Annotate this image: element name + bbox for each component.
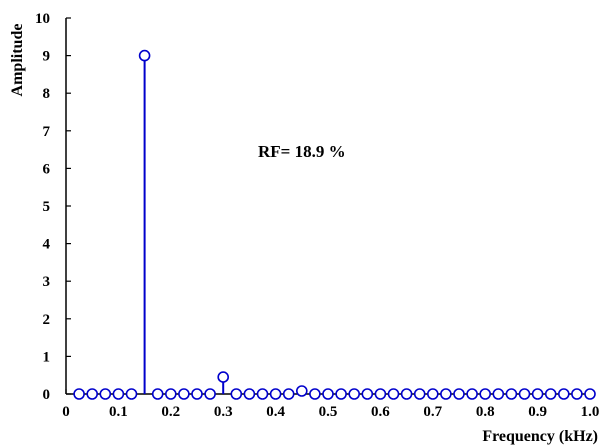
rf-annotation: RF= 18.9 % [258,142,346,161]
stem-marker-20 [335,388,347,400]
stems [143,55,303,394]
stem-marker-31 [479,388,492,400]
stem-marker-33 [505,388,518,400]
markers [73,49,596,400]
stem-marker-35 [531,388,544,400]
y-tick-label-9: 9 [43,49,51,65]
x-tick-label-8: 0.8 [476,404,495,420]
x-axis-title: Frequency (kHz) [482,428,598,445]
stem-marker-8 [178,388,190,400]
x-tick-label-1: 0.1 [109,404,128,420]
y-tick-label-5: 5 [43,199,51,215]
y-tick-label-3: 3 [43,274,51,290]
y-tick-label-10: 10 [35,11,50,27]
x-tick-label-0: 0 [62,404,70,420]
x-tick-label-10: 1.0 [581,404,600,420]
stem-marker-39 [584,388,596,400]
stem-marker-32 [492,388,505,400]
stem-marker-21 [348,388,361,400]
x-tick-label-4: 0.4 [266,404,285,420]
stem-marker-6 [151,388,164,400]
stem-marker-22 [361,388,374,400]
stem-marker-2 [99,388,112,400]
stem-marker-34 [518,388,531,400]
x-tick-label-6: 0.6 [371,404,390,420]
stem-marker-25 [400,388,413,400]
stem-marker-19 [322,388,334,400]
x-tick-label-7: 0.7 [423,404,442,420]
stem-marker-37 [557,388,570,400]
stem-marker-14 [256,388,269,400]
y-tick-label-8: 8 [43,86,51,102]
stem-marker-30 [466,388,478,400]
x-tick-label-9: 0.9 [528,404,547,420]
stem-marker-13 [243,388,256,400]
stem-marker-7 [165,388,177,400]
stem-marker-5 [138,49,151,62]
stem-marker-38 [571,388,583,400]
stem-marker-0 [73,388,85,400]
stem-marker-11 [217,371,229,383]
stem-marker-18 [309,388,321,400]
stem-marker-1 [86,388,98,400]
x-tick-label-2: 0.2 [161,404,180,420]
stem-marker-26 [413,388,426,400]
x-tick-label-5: 0.5 [319,404,338,420]
stem-marker-9 [191,388,203,400]
y-ticks: 0 1 2 3 4 5 6 7 8 9 10 [35,11,71,403]
stem-marker-3 [112,388,125,400]
stem-marker-15 [269,388,282,400]
stem-marker-4 [125,388,138,400]
y-tick-label-1: 1 [43,349,51,365]
stem-marker-28 [440,388,452,400]
y-tick-label-6: 6 [43,161,51,177]
stem-marker-17 [295,385,308,397]
stem-marker-24 [387,388,400,400]
stem-marker-10 [204,388,216,400]
stem-marker-16 [282,388,295,400]
y-tick-label-4: 4 [43,237,51,253]
x-tick-label-3: 0.3 [214,404,233,420]
stem-marker-36 [544,388,557,400]
y-axis-title: Amplitude [9,24,26,97]
stem-marker-12 [230,388,243,400]
y-tick-label-0: 0 [43,387,51,403]
stem-marker-23 [374,388,387,400]
y-tick-label-2: 2 [43,312,51,328]
stem-marker-29 [453,388,465,400]
stem-marker-27 [426,388,439,400]
y-tick-label-7: 7 [43,124,51,140]
